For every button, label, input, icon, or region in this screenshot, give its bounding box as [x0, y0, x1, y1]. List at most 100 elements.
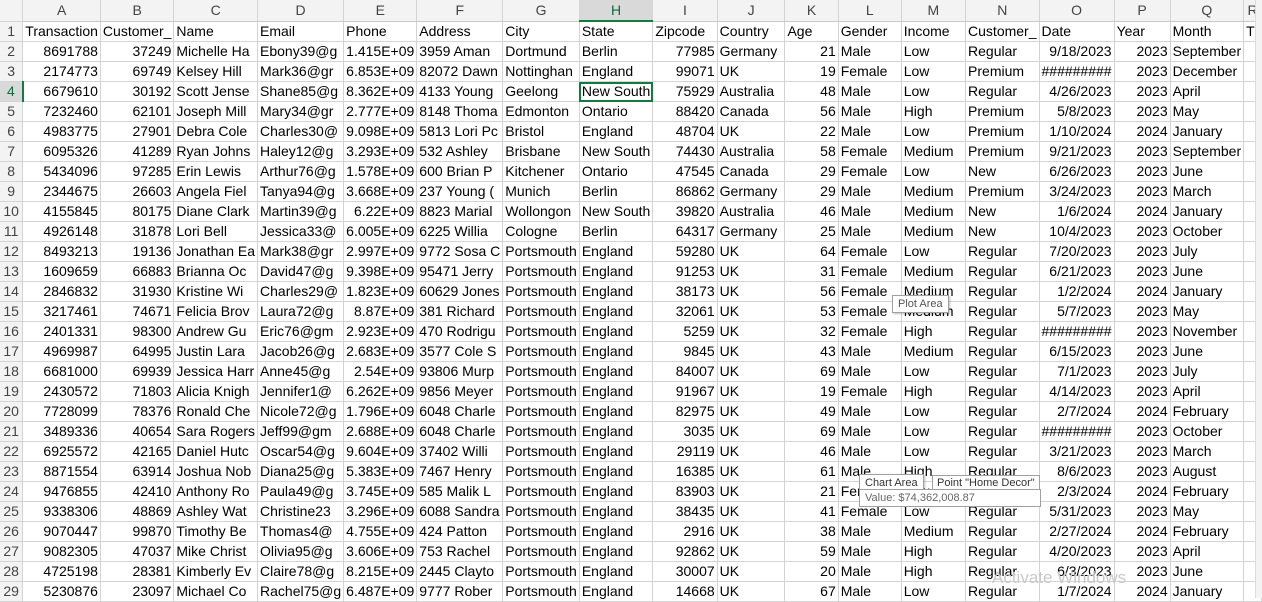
- cell-i19[interactable]: 91967: [652, 381, 718, 402]
- cell-a2[interactable]: 8691788: [22, 41, 101, 62]
- cell-j6[interactable]: UK: [717, 121, 786, 142]
- cell-f25[interactable]: 6088 Sandra: [416, 501, 504, 522]
- cell-g22[interactable]: Portsmouth: [502, 441, 580, 462]
- cell-b11[interactable]: 31878: [100, 221, 175, 242]
- cell-a16[interactable]: 2401331: [22, 321, 101, 342]
- cell-f4[interactable]: 4133 Young: [416, 81, 504, 102]
- cell-m12[interactable]: Low: [901, 241, 967, 262]
- cell-q26[interactable]: February: [1170, 521, 1245, 542]
- cell-i9[interactable]: 86862: [652, 181, 718, 202]
- cell-q28[interactable]: June: [1170, 561, 1245, 582]
- cell-i18[interactable]: 84007: [652, 361, 718, 382]
- cell-b29[interactable]: 23097: [100, 581, 175, 602]
- cell-p22[interactable]: 2023: [1114, 441, 1171, 462]
- cell-o27[interactable]: 4/20/2023: [1039, 541, 1115, 562]
- cell-c14[interactable]: Kristine Wi: [173, 281, 259, 302]
- cell-l19[interactable]: Female: [838, 381, 902, 402]
- cell-k22[interactable]: 46: [784, 441, 839, 462]
- cell-g1[interactable]: City: [502, 21, 580, 42]
- cell-h17[interactable]: England: [579, 341, 654, 362]
- cell-j1[interactable]: Country: [717, 21, 786, 42]
- cell-a7[interactable]: 6095326: [22, 141, 101, 162]
- cell-f19[interactable]: 9856 Meyer: [416, 381, 504, 402]
- cell-e16[interactable]: 2.923E+09: [343, 321, 418, 342]
- cell-l5[interactable]: Male: [838, 101, 902, 122]
- cell-e14[interactable]: 1.823E+09: [343, 281, 418, 302]
- cell-i2[interactable]: 77985: [652, 41, 718, 62]
- cell-c20[interactable]: Ronald Che: [173, 401, 259, 422]
- cell-i6[interactable]: 48704: [652, 121, 718, 142]
- cell-d14[interactable]: Charles29@: [257, 281, 345, 302]
- cell-c6[interactable]: Debra Cole: [173, 121, 259, 142]
- column-header-e[interactable]: E: [343, 0, 418, 22]
- cell-l10[interactable]: Male: [838, 201, 902, 222]
- cell-k10[interactable]: 46: [784, 201, 839, 222]
- column-header-i[interactable]: I: [652, 0, 718, 22]
- cell-e7[interactable]: 3.293E+09: [343, 141, 418, 162]
- cell-h23[interactable]: England: [579, 461, 654, 482]
- cell-b18[interactable]: 69939: [100, 361, 175, 382]
- cell-j14[interactable]: UK: [717, 281, 786, 302]
- cell-d26[interactable]: Thomas4@: [257, 521, 345, 542]
- cell-i7[interactable]: 74430: [652, 141, 718, 162]
- row-header-17[interactable]: 17: [0, 341, 24, 362]
- cell-g26[interactable]: Portsmouth: [502, 521, 580, 542]
- column-header-a[interactable]: A: [22, 0, 101, 22]
- cell-m28[interactable]: High: [901, 561, 967, 582]
- cell-q1[interactable]: Month: [1170, 21, 1245, 42]
- cell-d23[interactable]: Diana25@g: [257, 461, 345, 482]
- cell-q8[interactable]: June: [1170, 161, 1245, 182]
- cell-k21[interactable]: 69: [784, 421, 839, 442]
- cell-o13[interactable]: 6/21/2023: [1039, 261, 1115, 282]
- cell-q3[interactable]: December: [1170, 61, 1245, 82]
- cell-q22[interactable]: March: [1170, 441, 1245, 462]
- cell-e2[interactable]: 1.415E+09: [343, 41, 418, 62]
- cell-o28[interactable]: 6/3/2023: [1039, 561, 1115, 582]
- cell-q20[interactable]: February: [1170, 401, 1245, 422]
- cell-g29[interactable]: Portsmouth: [502, 581, 580, 602]
- cell-i24[interactable]: 83903: [652, 481, 718, 502]
- cell-p3[interactable]: 2023: [1114, 61, 1171, 82]
- cell-h7[interactable]: New South: [579, 141, 654, 162]
- cell-c24[interactable]: Anthony Ro: [173, 481, 259, 502]
- row-header-19[interactable]: 19: [0, 381, 24, 402]
- row-header-18[interactable]: 18: [0, 361, 24, 382]
- column-header-l[interactable]: L: [838, 0, 902, 22]
- cell-d18[interactable]: Anne45@g: [257, 361, 345, 382]
- cell-n10[interactable]: New: [965, 201, 1040, 222]
- row-header-11[interactable]: 11: [0, 221, 24, 242]
- cell-k3[interactable]: 19: [784, 61, 839, 82]
- cell-g14[interactable]: Portsmouth: [502, 281, 580, 302]
- cell-e4[interactable]: 8.362E+09: [343, 81, 418, 102]
- cell-n12[interactable]: Regular: [965, 241, 1040, 262]
- cell-f9[interactable]: 237 Young (: [416, 181, 504, 202]
- cell-n28[interactable]: Regular: [965, 561, 1040, 582]
- cell-p14[interactable]: 2024: [1114, 281, 1171, 302]
- cell-f3[interactable]: 82072 Dawn: [416, 61, 504, 82]
- row-header-13[interactable]: 13: [0, 261, 24, 282]
- cell-b9[interactable]: 26603: [100, 181, 175, 202]
- cell-p18[interactable]: 2023: [1114, 361, 1171, 382]
- cell-c25[interactable]: Ashley Wat: [173, 501, 259, 522]
- cell-q18[interactable]: July: [1170, 361, 1245, 382]
- cell-p2[interactable]: 2023: [1114, 41, 1171, 62]
- cell-g17[interactable]: Portsmouth: [502, 341, 580, 362]
- row-header-9[interactable]: 9: [0, 181, 24, 202]
- cell-e20[interactable]: 1.796E+09: [343, 401, 418, 422]
- cell-h2[interactable]: Berlin: [579, 41, 654, 62]
- cell-j8[interactable]: Canada: [717, 161, 786, 182]
- cell-d15[interactable]: Laura72@g: [257, 301, 345, 322]
- cell-j3[interactable]: UK: [717, 61, 786, 82]
- cell-m6[interactable]: Low: [901, 121, 967, 142]
- cell-a25[interactable]: 9338306: [22, 501, 101, 522]
- cell-l7[interactable]: Female: [838, 141, 902, 162]
- cell-c23[interactable]: Joshua Nob: [173, 461, 259, 482]
- cell-h20[interactable]: England: [579, 401, 654, 422]
- cell-o21[interactable]: #########: [1039, 421, 1115, 442]
- cell-n15[interactable]: Regular: [965, 301, 1040, 322]
- cell-k2[interactable]: 21: [784, 41, 839, 62]
- cell-e29[interactable]: 6.487E+09: [343, 581, 418, 602]
- cell-d27[interactable]: Olivia95@g: [257, 541, 345, 562]
- cell-e10[interactable]: 6.22E+09: [343, 201, 418, 222]
- cell-h9[interactable]: Berlin: [579, 181, 654, 202]
